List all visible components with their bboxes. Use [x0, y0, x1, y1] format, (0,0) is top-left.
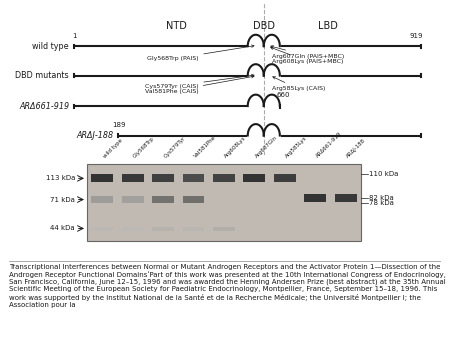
Text: 82 kDa: 82 kDa: [369, 195, 394, 201]
Bar: [183, 226, 204, 231]
Text: NTD: NTD: [166, 21, 186, 31]
Text: 1: 1: [72, 32, 77, 39]
Text: Transcriptional Interferences between Normal or Mutant Androgen Receptors and th: Transcriptional Interferences between No…: [9, 264, 446, 308]
Text: Gly568Trp: Gly568Trp: [133, 136, 156, 159]
Bar: [243, 173, 266, 183]
Text: DBD: DBD: [253, 21, 275, 31]
Text: 110 kDa: 110 kDa: [369, 171, 398, 177]
Bar: [304, 194, 326, 202]
Bar: [91, 196, 113, 203]
Bar: [335, 194, 357, 202]
Text: Arg608Lys (PAIS+MBC): Arg608Lys (PAIS+MBC): [271, 47, 343, 64]
Bar: [152, 226, 174, 231]
Bar: [274, 173, 296, 183]
Bar: [91, 226, 113, 231]
Bar: [122, 226, 144, 231]
Bar: [122, 196, 144, 203]
Text: LBD: LBD: [318, 21, 338, 31]
Text: Cys579Tyr (CAIS): Cys579Tyr (CAIS): [144, 74, 254, 89]
Text: 919: 919: [410, 32, 423, 39]
Text: 71 kDa: 71 kDa: [50, 197, 75, 202]
Bar: [152, 196, 174, 203]
Text: ARΔ661-919: ARΔ661-919: [19, 101, 69, 111]
Text: Val581Phe: Val581Phe: [194, 135, 217, 159]
Text: wild type: wild type: [32, 42, 69, 51]
Text: Arg608Lys: Arg608Lys: [224, 135, 248, 159]
Bar: [122, 173, 144, 183]
Bar: [87, 164, 361, 241]
Bar: [183, 196, 204, 203]
Text: 78 kDa: 78 kDa: [369, 200, 394, 207]
Text: Arg607Gln: Arg607Gln: [254, 135, 279, 159]
Bar: [183, 173, 204, 183]
Text: ARΔJ-188: ARΔJ-188: [346, 138, 367, 159]
Text: Arg585Lys: Arg585Lys: [285, 135, 309, 159]
Text: 189: 189: [112, 122, 126, 128]
Text: Cys579Tyr: Cys579Tyr: [163, 136, 187, 159]
Text: Arg585Lys (CAIS): Arg585Lys (CAIS): [272, 77, 325, 92]
Text: Gly568Trp (PAIS): Gly568Trp (PAIS): [147, 45, 254, 62]
Text: ARΔ661-919: ARΔ661-919: [315, 131, 343, 159]
Text: Arg607Gln (PAIS+MBC): Arg607Gln (PAIS+MBC): [271, 46, 344, 58]
Text: 44 kDa: 44 kDa: [50, 225, 75, 232]
Text: 660: 660: [276, 92, 290, 98]
Text: wild type: wild type: [102, 138, 123, 159]
Text: 113 kDa: 113 kDa: [45, 175, 75, 182]
Text: Val581Phe (CAIS): Val581Phe (CAIS): [144, 75, 254, 94]
Text: ARΔJ-188: ARΔJ-188: [76, 131, 114, 140]
Bar: [91, 173, 113, 183]
Bar: [152, 173, 174, 183]
Bar: [213, 226, 235, 231]
Text: DBD mutants: DBD mutants: [15, 71, 69, 80]
Bar: [213, 173, 235, 183]
